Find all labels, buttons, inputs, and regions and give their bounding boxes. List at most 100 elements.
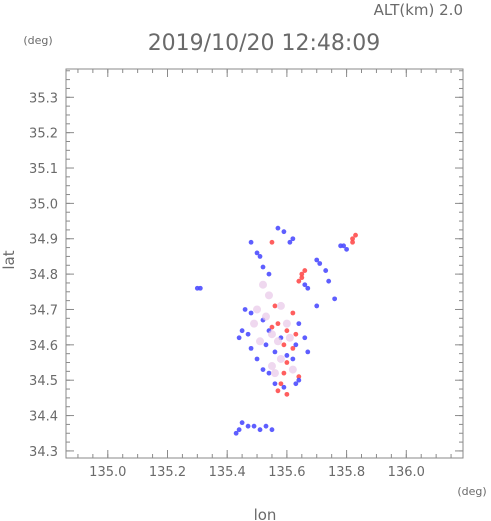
positive-echo-point — [284, 391, 290, 397]
negative-echo-point — [293, 342, 299, 348]
negative-echo-point — [272, 349, 278, 355]
negative-echo-point — [254, 250, 260, 256]
positive-echo-point — [284, 328, 290, 334]
positive-echo-point — [350, 236, 355, 242]
x-tick-label: 136.0 — [388, 465, 425, 480]
plot-frame — [65, 68, 464, 459]
negative-echo-point — [338, 243, 344, 249]
negative-echo-point — [272, 381, 278, 387]
positive-echo-point — [275, 388, 281, 394]
positive-echo-point — [269, 239, 275, 245]
negative-echo-point — [257, 254, 263, 259]
x-axis-label: lon — [254, 506, 277, 521]
x-tick-labels: 135.0 135.2 135.4 135.6 135.8 136.0 — [89, 465, 425, 480]
positive-echo-point — [284, 360, 290, 365]
negative-echo-point — [314, 303, 320, 309]
positive-echo-point — [290, 310, 296, 316]
negative-echo-point — [239, 420, 245, 426]
x-tick-label: 135.6 — [268, 465, 305, 480]
y-tick-label: 35.2 — [29, 127, 58, 142]
negative-echo-point — [251, 423, 257, 429]
negative-echo-point — [263, 423, 269, 429]
negative-echo-point — [233, 430, 239, 436]
faint-echo-point — [264, 291, 273, 300]
x-tick-label: 135.8 — [328, 465, 365, 480]
positive-echo-point — [281, 370, 287, 376]
faint-echo-point — [261, 312, 270, 321]
y-tick-label: 35.0 — [29, 197, 58, 212]
negative-echo-point — [296, 321, 302, 327]
y-tick-label: 34.9 — [29, 233, 58, 248]
negative-echo-point — [323, 268, 329, 273]
negative-echo-point — [257, 427, 263, 433]
negative-echo-point — [296, 377, 302, 383]
y-tick-labels: 34.3 34.4 34.5 34.6 34.7 34.8 34.9 35.0 35.1 35.2… — [29, 91, 58, 460]
y-tick-label: 34.6 — [29, 339, 58, 354]
y-tick-label: 34.5 — [29, 374, 58, 389]
x-unit-label: (deg) — [457, 485, 486, 498]
faint-echo-point — [253, 305, 262, 314]
negative-echo-point — [236, 335, 242, 341]
negative-echo-point — [263, 342, 269, 348]
y-axis-label: lat — [0, 250, 18, 269]
positive-echo-point — [299, 271, 305, 277]
positive-echo-point — [290, 345, 296, 351]
positive-echo-point — [278, 381, 284, 387]
faint-echo-point — [250, 319, 259, 328]
y-tick-label: 34.4 — [29, 410, 58, 425]
altitude-label: ALT(km) 2.0 — [374, 1, 463, 19]
faint-echo-point — [270, 369, 279, 378]
y-tick-label: 34.8 — [29, 268, 58, 283]
negative-echo-point — [248, 239, 254, 245]
positive-echo-point — [275, 321, 281, 327]
negative-echo-point — [266, 271, 272, 277]
negative-echo-point — [269, 427, 275, 433]
negative-echo-point — [317, 261, 323, 266]
chart-timestamp: 2019/10/20 12:48:09 — [148, 31, 381, 56]
x-tick-label: 135.2 — [149, 465, 186, 480]
negative-echo-point — [281, 229, 287, 235]
axis-ticks — [66, 69, 463, 458]
faint-echo-point — [276, 301, 285, 310]
negative-echo-point — [305, 285, 311, 291]
negative-echo-point — [302, 335, 308, 341]
negative-echo-point — [275, 225, 281, 231]
x-tick-label: 135.4 — [209, 465, 246, 480]
negative-echo-point — [239, 328, 245, 334]
faint-echo-point — [273, 337, 282, 346]
faint-echo-point — [267, 362, 276, 371]
positive-echo-point — [353, 232, 358, 238]
negative-echo-point — [290, 236, 296, 242]
negative-echo-point — [266, 370, 272, 376]
negative-echo-point — [305, 349, 311, 355]
negative-echo-point — [248, 310, 254, 316]
faint-echo-point — [285, 333, 294, 342]
negative-echo-point — [302, 282, 308, 288]
faint-echo-point — [288, 365, 297, 374]
negative-echo-point — [254, 356, 260, 362]
positive-echo-point — [296, 278, 302, 284]
negative-echo-point — [281, 384, 287, 390]
faint-echo-point — [282, 319, 291, 328]
negative-echo-point — [242, 307, 248, 312]
y-tick-label: 35.3 — [29, 91, 58, 106]
positive-echo-point — [293, 331, 299, 337]
faint-echo-point — [267, 330, 276, 339]
negative-echo-point — [287, 239, 293, 245]
y-tick-label: 34.3 — [29, 445, 58, 460]
positive-echo-point — [269, 324, 275, 330]
positive-echo-point — [272, 303, 278, 309]
negative-echo-point — [197, 285, 203, 291]
positive-echo-point — [296, 374, 302, 380]
positive-echo-point — [302, 268, 308, 273]
positive-echo-point — [281, 342, 287, 348]
positive-echo-point — [299, 275, 305, 281]
negative-echo-point — [314, 257, 320, 263]
negative-echo-point — [293, 381, 299, 387]
y-tick-label: 34.7 — [29, 303, 58, 318]
data-points — [194, 225, 358, 436]
faint-echo-point — [259, 280, 268, 289]
negative-echo-point — [290, 356, 296, 362]
faint-echo-point — [256, 337, 265, 346]
